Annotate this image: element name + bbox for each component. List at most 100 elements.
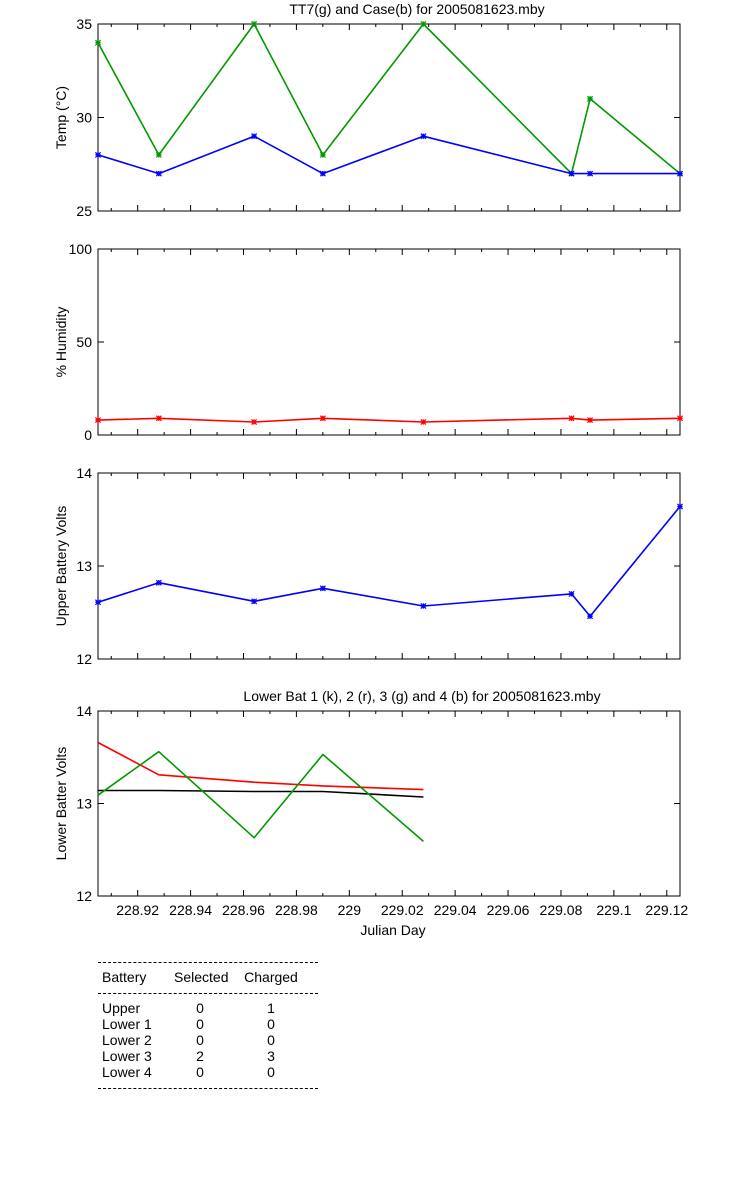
cell-selected: 0 <box>196 1032 204 1048</box>
data-point-mark <box>420 602 427 610</box>
data-point-mark <box>676 503 684 510</box>
series-line-3 <box>97 750 424 843</box>
battery-table: Battery Selected Charged Upper 0 1 Lower… <box>98 962 318 1089</box>
series-line-1 <box>97 417 681 423</box>
x-tick-label: 229.12 <box>645 902 688 918</box>
table-row: Lower 4 0 0 <box>98 1064 318 1080</box>
cell-battery: Upper <box>102 1000 141 1016</box>
x-tick-label: 229.1 <box>596 902 631 918</box>
x-tick-label: 228.96 <box>222 902 265 918</box>
data-point-mark <box>251 20 258 28</box>
table-divider <box>98 993 318 994</box>
plot-frame <box>97 472 681 660</box>
series-line-2 <box>97 135 680 175</box>
y-tick-label: 12 <box>76 888 92 904</box>
header-charged: Charged <box>244 969 298 985</box>
y-tick-label: 14 <box>76 465 92 481</box>
cell-charged: 0 <box>267 1064 275 1080</box>
data-point-mark <box>420 133 427 140</box>
x-tick-label: 229 <box>338 902 362 918</box>
data-point-mark <box>94 39 102 46</box>
y-tick-label: 35 <box>76 16 92 32</box>
chart-title: TT7(g) and Case(b) for 2005081623.mby <box>289 1 544 17</box>
data-point-mark <box>319 151 326 158</box>
x-axis-label: Julian Day <box>360 922 425 938</box>
data-point-mark <box>587 613 594 620</box>
cell-battery: Lower 3 <box>102 1048 152 1064</box>
cell-battery: Lower 2 <box>102 1032 152 1048</box>
y-axis-label: Lower Batter Volts <box>53 747 69 861</box>
data-point-mark <box>155 151 162 158</box>
data-point-mark <box>568 590 575 597</box>
data-point-mark <box>420 418 427 426</box>
header-battery: Battery <box>102 969 147 985</box>
data-point-mark <box>319 585 326 592</box>
data-point-mark <box>568 415 575 422</box>
y-tick-label: 13 <box>76 558 92 574</box>
data-point-mark <box>155 170 162 177</box>
table-body: Upper 0 1 Lower 1 0 0 Lower 2 0 0 Lower … <box>98 994 318 1088</box>
data-point-mark <box>587 170 594 177</box>
table-divider <box>98 962 318 963</box>
data-point-mark <box>94 417 102 424</box>
x-tick-label: 228.92 <box>116 902 159 918</box>
table-row: Lower 3 2 3 <box>98 1048 318 1064</box>
cell-selected: 2 <box>196 1048 204 1064</box>
plot-frame <box>97 710 681 897</box>
data-point-mark <box>676 415 684 422</box>
cell-charged: 3 <box>267 1048 275 1064</box>
chart-title: Lower Bat 1 (k), 2 (r), 3 (g) and 4 (b) … <box>243 688 600 704</box>
cell-charged: 0 <box>267 1016 275 1032</box>
header-selected: Selected <box>174 969 229 985</box>
series-line-1 <box>97 505 681 618</box>
cell-selected: 0 <box>196 1064 204 1080</box>
x-tick-label: 229.02 <box>381 902 424 918</box>
table-row: Upper 0 1 <box>98 1000 318 1016</box>
y-tick-label: 25 <box>76 203 92 219</box>
y-tick-label: 13 <box>76 796 92 812</box>
data-point-mark <box>319 170 326 177</box>
plot-frame <box>97 248 681 436</box>
series-line-2 <box>97 741 424 791</box>
data-point-mark <box>251 598 258 605</box>
data-point-mark <box>319 415 326 422</box>
cell-selected: 0 <box>196 1016 204 1032</box>
chart-panel-1: 25 30 35 Temp (°C) TT7(g) and Case(b) for 20… <box>53 1 684 219</box>
data-point-mark <box>568 170 575 177</box>
cell-battery: Lower 1 <box>102 1016 152 1032</box>
chart-panel-3: 12 13 14 Upper Battery Volts <box>53 465 684 667</box>
data-point-mark <box>420 20 427 28</box>
data-point-mark <box>676 170 684 177</box>
table-divider <box>98 1088 318 1089</box>
x-tick-label: 229.08 <box>540 902 583 918</box>
y-axis-label: Temp (°C) <box>53 86 69 149</box>
data-point-mark <box>94 599 102 606</box>
data-point-mark <box>251 418 258 426</box>
cell-charged: 1 <box>267 1000 275 1016</box>
x-tick-label: 229.06 <box>487 902 530 918</box>
x-tick-label: 228.98 <box>275 902 318 918</box>
chart-panel-4: 12 13 14 Lower Batter Volts Lower Bat 1 (k),… <box>53 688 688 938</box>
y-tick-label: 14 <box>76 703 92 719</box>
data-point-mark <box>251 133 258 140</box>
y-axis-label: Upper Battery Volts <box>53 506 69 627</box>
table-row: Lower 1 0 0 <box>98 1016 318 1032</box>
data-point-mark <box>587 95 594 102</box>
x-tick-label: 228.94 <box>169 902 212 918</box>
series-line-1 <box>98 789 424 798</box>
chart-panel-2: 0 50 100 % Humidity <box>53 241 684 443</box>
cell-selected: 0 <box>196 1000 204 1016</box>
data-point-mark <box>155 415 162 422</box>
x-tick-label: 229.04 <box>434 902 477 918</box>
y-tick-label: 50 <box>76 334 92 350</box>
table-row: Lower 2 0 0 <box>98 1032 318 1048</box>
table-header-row: Battery Selected Charged <box>98 963 318 993</box>
data-point-mark <box>155 579 162 586</box>
y-tick-label: 12 <box>76 651 92 667</box>
data-point-mark <box>94 151 102 158</box>
series-line-1 <box>97 23 681 175</box>
y-tick-label: 0 <box>84 427 92 443</box>
data-point-mark <box>587 417 594 424</box>
cell-battery: Lower 4 <box>102 1064 152 1080</box>
